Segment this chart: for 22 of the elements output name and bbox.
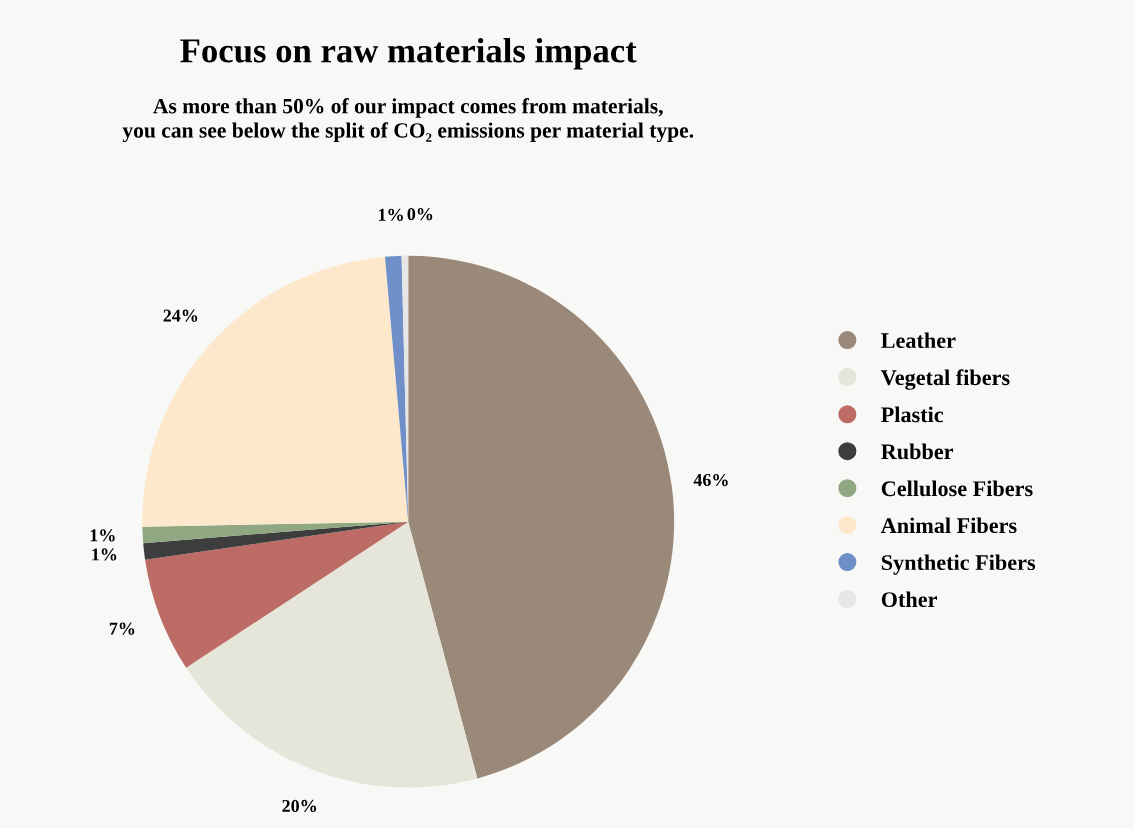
data-label: 0% — [407, 208, 433, 221]
data-label: 7% — [109, 622, 135, 635]
legend-label: Plastic — [881, 406, 944, 423]
legend-label: Other — [881, 591, 937, 608]
legend-label: Cellulose Fibers — [881, 480, 1033, 497]
data-label: 46% — [693, 473, 728, 487]
legend-label: Synthetic Fibers — [881, 554, 1036, 575]
legend-label: Vegetal fibers — [880, 369, 1010, 390]
pie-slice — [142, 256, 409, 527]
chart-title: Focus on raw materials impact — [180, 38, 637, 70]
pie-slice — [408, 255, 675, 779]
pie-slice — [145, 521, 409, 668]
legend-label: Rubber — [881, 443, 954, 460]
legend-label: Leather — [881, 332, 956, 349]
data-label: 1% — [92, 548, 117, 561]
data-label: 1% — [378, 208, 403, 221]
data-label: 24% — [163, 309, 198, 322]
data-label: 1% — [90, 529, 115, 542]
data-label: 20% — [282, 799, 317, 813]
chart-subtitle: As more than 50% of our impact comes from materials, you can see below the split of CO₂ emissions per material type. — [122, 98, 694, 143]
legend-label: Animal Fibers — [880, 517, 1017, 534]
pie-slice — [186, 521, 478, 788]
